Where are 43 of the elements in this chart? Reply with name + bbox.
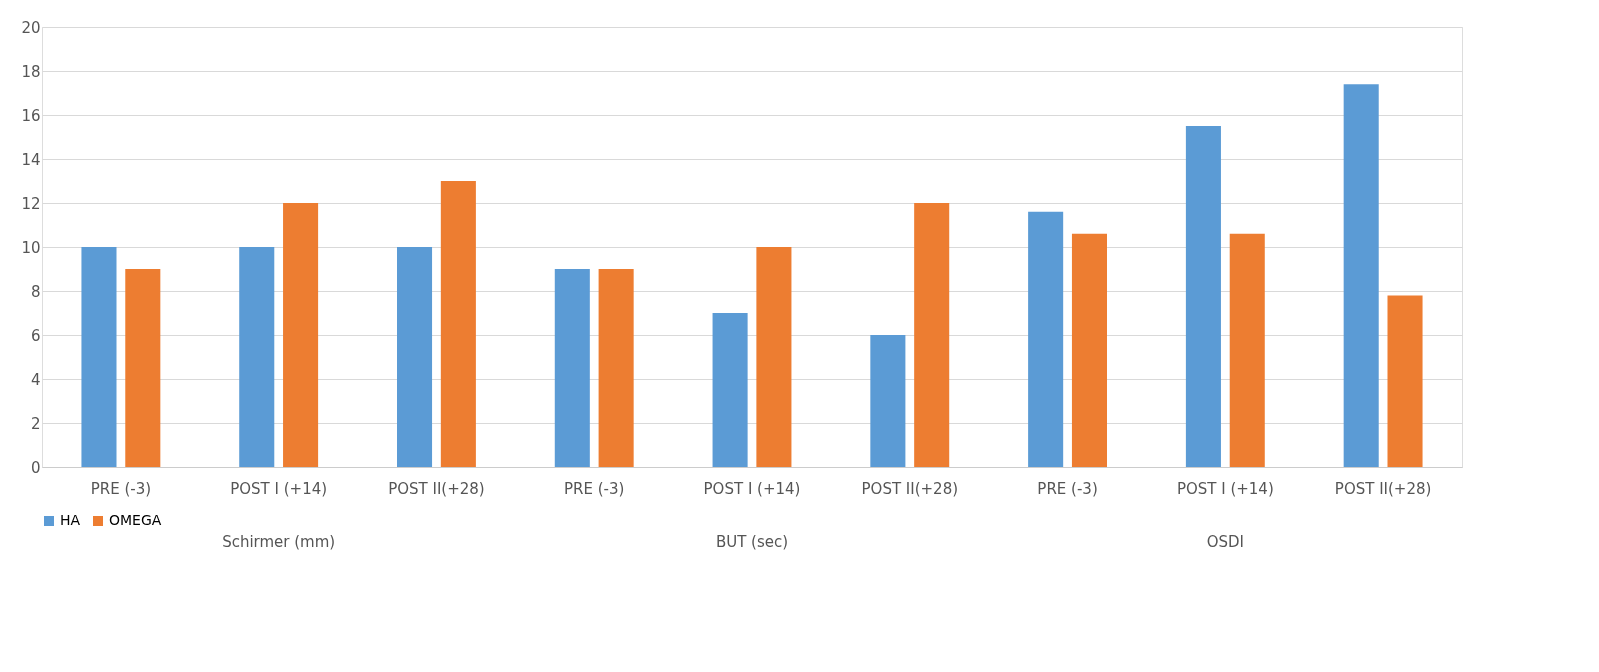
bar (554, 269, 590, 467)
bar (1028, 211, 1064, 467)
y-tick-label: 4 (30, 370, 41, 389)
bar (1185, 126, 1221, 467)
bar (81, 247, 117, 467)
y-tick-label: 2 (30, 414, 41, 433)
text: OSDI (1206, 533, 1244, 551)
y-tick-label: 20 (21, 18, 41, 37)
x-tick-label: POST I (+14) (703, 479, 801, 498)
bar (1343, 84, 1379, 467)
x-tick-label: POST II(+28) (388, 479, 485, 498)
x-tick-label: POST I (+14) (1176, 479, 1274, 498)
x-tick-label: PRE (-3) (564, 479, 625, 498)
bar (1387, 295, 1423, 467)
y-tick-label: 16 (21, 106, 41, 125)
bar (1071, 233, 1107, 467)
bar (712, 313, 748, 467)
legend-label: HA (60, 512, 81, 528)
x-tick-label: POST II(+28) (1334, 479, 1432, 498)
text: BUT (sec) (715, 533, 789, 551)
x-tick-label: POST II(+28) (861, 479, 959, 498)
y-tick-label: 0 (30, 458, 41, 477)
y-tick-label: 14 (21, 150, 41, 169)
y-tick-label: 10 (21, 238, 41, 257)
bar (397, 247, 433, 467)
bar (1229, 233, 1265, 467)
bar (598, 269, 634, 467)
bar (239, 247, 275, 467)
y-tick-label: 8 (30, 282, 41, 301)
y-tick-label: 12 (21, 194, 41, 213)
bar (440, 181, 476, 467)
x-tick-label: PRE (-3) (90, 479, 152, 498)
x-tick-label: POST I (+14) (230, 479, 328, 498)
y-tick-label: 6 (30, 326, 41, 345)
x-tick-label: PRE (-3) (1037, 479, 1098, 498)
bar (756, 247, 792, 467)
bar (870, 335, 906, 467)
legend-label: OMEGA (109, 512, 162, 528)
bar (914, 203, 950, 467)
text: Schirmer (mm) (222, 533, 336, 551)
bar (283, 203, 319, 467)
bar (125, 269, 161, 467)
y-tick-label: 18 (21, 62, 41, 81)
